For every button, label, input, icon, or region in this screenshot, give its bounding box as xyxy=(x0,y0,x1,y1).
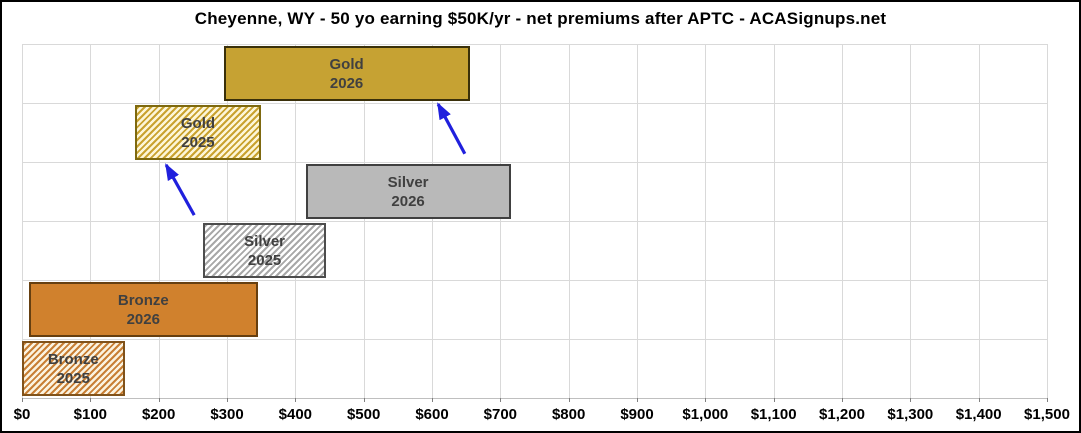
h-gridline xyxy=(22,162,1047,163)
h-gridline xyxy=(22,398,1047,399)
v-gridline xyxy=(1047,44,1048,398)
v-gridline xyxy=(773,44,775,398)
v-gridline xyxy=(363,44,365,398)
h-gridline xyxy=(22,221,1047,222)
v-gridline xyxy=(978,44,980,398)
bar-silver-2025: Silver 2025 xyxy=(203,223,327,278)
v-gridline xyxy=(842,44,843,398)
bar-label-year: 2025 xyxy=(56,369,90,387)
v-gridline xyxy=(432,44,433,398)
bar-silver-2026: Silver 2026 xyxy=(305,164,511,219)
x-tick-mark xyxy=(22,398,23,402)
bar-label-year: 2025 xyxy=(247,251,282,269)
x-tick-label: $900 xyxy=(620,406,654,423)
v-gridline xyxy=(295,44,297,398)
bar-label-tier: Silver xyxy=(387,173,429,191)
x-tick-mark xyxy=(295,398,297,402)
x-tick-mark xyxy=(90,398,92,402)
x-tick-mark xyxy=(432,398,433,402)
v-gridline xyxy=(500,44,502,398)
v-gridline xyxy=(22,44,23,398)
bar-label-tier: Gold xyxy=(329,55,364,73)
bar-label-tier: Bronze xyxy=(117,291,169,309)
x-tick-label: $600 xyxy=(415,406,449,423)
bar-label-tier: Bronze xyxy=(47,350,99,368)
x-tick-mark xyxy=(978,398,980,402)
bar-label-tier: Gold xyxy=(180,114,216,132)
x-tick-label: $500 xyxy=(346,406,381,423)
v-gridline xyxy=(568,44,570,398)
x-tick-label: $1,400 xyxy=(955,406,1002,423)
v-gridline xyxy=(227,44,228,398)
x-tick-mark xyxy=(773,398,775,402)
v-gridline xyxy=(90,44,92,398)
x-tick-mark xyxy=(568,398,570,402)
x-tick-label: $200 xyxy=(141,406,176,423)
x-tick-mark xyxy=(227,398,228,402)
plot-area: Gold 2026 Gold 2025 Silver 2026 Silver 2025 Bron… xyxy=(22,44,1048,399)
bar-label-year: 2026 xyxy=(126,310,160,328)
x-tick-label: $1,200 xyxy=(819,406,865,423)
x-tick-label: $1,300 xyxy=(887,406,934,423)
x-tick-mark xyxy=(910,398,912,402)
x-tick-mark xyxy=(500,398,502,402)
x-tick-mark xyxy=(637,398,638,402)
v-gridline xyxy=(705,44,707,398)
bar-label-year: 2026 xyxy=(391,192,425,210)
x-tick-mark xyxy=(842,398,843,402)
x-tick-mark xyxy=(158,398,160,402)
bar-bronze-2025: Bronze 2025 xyxy=(22,341,125,396)
bar-label-tier: Silver xyxy=(244,232,286,250)
h-gridline xyxy=(22,103,1047,104)
h-gridline xyxy=(22,339,1047,340)
x-tick-mark xyxy=(705,398,707,402)
chart-title: Cheyenne, WY - 50 yo earning $50K/yr - n… xyxy=(194,9,887,28)
x-tick-label: $1,000 xyxy=(682,406,729,423)
bar-label-year: 2025 xyxy=(181,133,215,151)
x-tick-label: $1,100 xyxy=(750,406,797,423)
x-tick-label: $400 xyxy=(278,406,313,423)
x-tick-label: $700 xyxy=(483,406,518,423)
bar-bronze-2026: Bronze 2026 xyxy=(28,282,258,337)
x-tick-label: $0 xyxy=(13,406,31,423)
h-gridline xyxy=(22,280,1047,281)
bar-gold-2026: Gold 2026 xyxy=(223,46,470,101)
x-tick-mark xyxy=(363,398,365,402)
x-tick-label: $1,500 xyxy=(1024,406,1070,423)
v-gridline xyxy=(910,44,912,398)
x-tick-label: $800 xyxy=(551,406,586,423)
v-gridline xyxy=(158,44,160,398)
x-tick-label: $100 xyxy=(73,406,108,423)
h-gridline xyxy=(22,44,1047,45)
x-tick-mark xyxy=(1047,398,1048,402)
bar-label-year: 2026 xyxy=(329,74,364,92)
v-gridline xyxy=(637,44,638,398)
bar-gold-2025: Gold 2025 xyxy=(134,105,262,160)
x-tick-label: $300 xyxy=(210,406,244,423)
